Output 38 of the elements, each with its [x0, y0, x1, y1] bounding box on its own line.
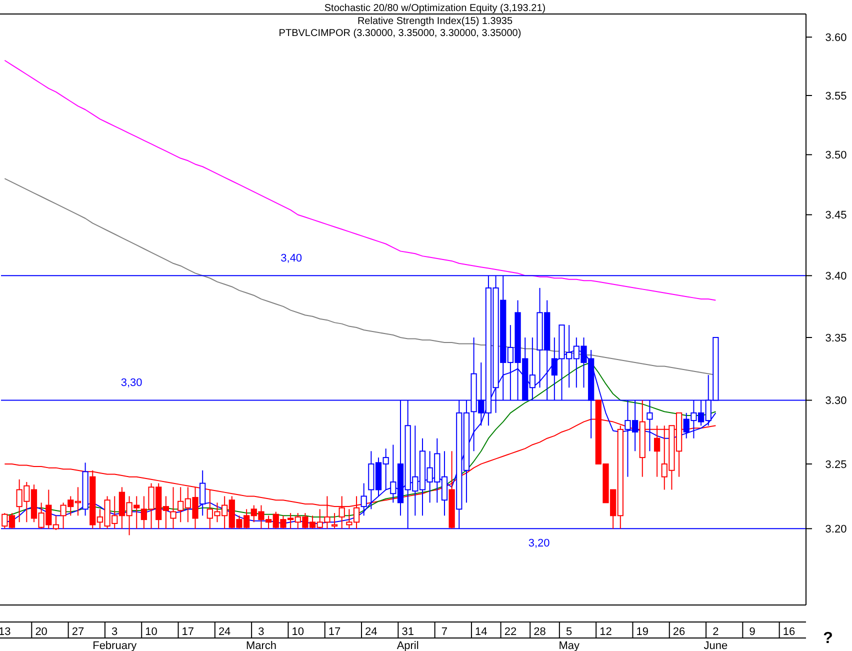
ref-line-label: 3,20 [528, 538, 550, 550]
ref-line-label: 3,40 [280, 252, 302, 265]
y-tick-label: 3.25 [825, 458, 847, 471]
x-tick-label: 2 June [704, 626, 728, 651]
x-tick-label: 17 [328, 626, 341, 638]
x-tick-label: 31 April [396, 626, 419, 651]
x-tick-label: 3 March [246, 626, 277, 651]
y-tick-label: 3.60 [825, 32, 847, 44]
x-tick-label: 28 [534, 626, 546, 638]
x-tick-label: 26 [672, 626, 686, 638]
y-tick-label: 3.55 [825, 90, 847, 102]
x-tick-label: 10 [292, 626, 304, 638]
x-tick-label: 10 [145, 626, 158, 638]
x-tick-label: 19 [636, 626, 649, 638]
y-tick-label: 3.45 [825, 210, 847, 222]
x-tick-label: 14 [475, 626, 488, 638]
chart-subtitle: Relative Strength Index(15) 1.3935 [357, 16, 513, 27]
x-tick-label: 24 [218, 626, 231, 638]
x-tick-label: 27 [72, 626, 84, 638]
x-tick-label: 12 [600, 626, 612, 638]
x-tick-label: 9 [749, 626, 756, 638]
y-tick-label: 3.40 [825, 270, 847, 283]
x-tick-label: 7 [441, 626, 448, 638]
text: ? [823, 630, 833, 647]
x-tick-label: 20 [35, 626, 48, 638]
y-tick-label: 3.50 [825, 150, 847, 162]
annotation: PTBVLCIMPOR (3.30000, 3.35000, 3.30000, 3.35000) [278, 28, 522, 39]
y-tick-label: 3.30 [825, 395, 847, 408]
x-tick-label: 22 [504, 626, 517, 638]
x-tick-label: 17 [182, 626, 194, 638]
x-tick-label: 16 [782, 626, 796, 638]
y-tick-label: 3.35 [825, 332, 847, 344]
x-tick-label: 24 [365, 626, 378, 638]
x-tick-label: 3 February [92, 626, 138, 651]
ref-line-label: 3,30 [120, 377, 142, 390]
y-tick-label: 3.20 [825, 524, 847, 536]
chart-title: Stochastic 20/80 w/Optimization Equity (3,193.21) [324, 3, 546, 14]
x-tick-label: 5 May [558, 626, 580, 651]
